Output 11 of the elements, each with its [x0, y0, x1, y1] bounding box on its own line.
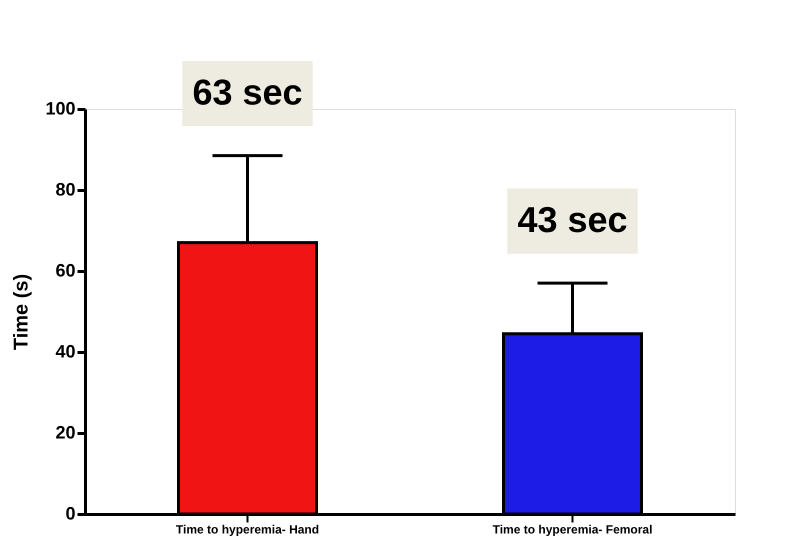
- y-tick-label: 40: [55, 342, 76, 362]
- x-tick-label: Time to hyperemia- Femoral: [492, 522, 652, 536]
- annotation: 63 sec: [192, 72, 303, 113]
- annotation: 43 sec: [517, 199, 628, 240]
- y-tick-label: 60: [55, 260, 76, 280]
- x-tick-label: Time to hyperemia- Hand: [176, 522, 320, 536]
- y-tick-label: 0: [65, 504, 76, 524]
- y-tick-label: 20: [55, 422, 76, 442]
- y-tick-label: 100: [45, 98, 76, 118]
- y-axis-title: Time (s): [10, 274, 32, 350]
- y-tick-label: 80: [55, 180, 76, 200]
